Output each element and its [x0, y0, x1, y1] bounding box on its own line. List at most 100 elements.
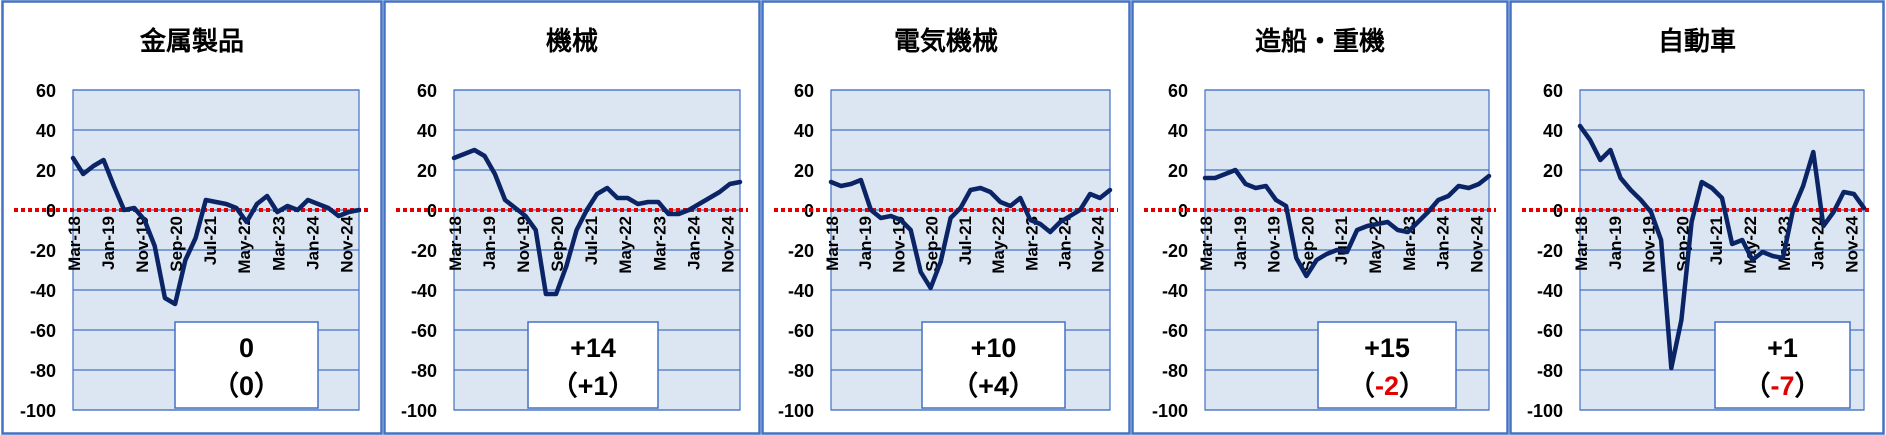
data-point [1098, 196, 1102, 200]
y-tick-label: 60 [1543, 81, 1563, 101]
data-point [122, 208, 126, 212]
data-point [183, 258, 187, 262]
data-point [1588, 138, 1592, 142]
data-point [472, 148, 476, 152]
data-point [337, 214, 341, 218]
data-point [687, 208, 691, 212]
y-tick-label: -100 [778, 401, 814, 421]
data-point [959, 206, 963, 210]
x-tick-label: Jul-21 [956, 216, 975, 265]
data-point [286, 204, 289, 208]
data-point [1416, 220, 1420, 224]
data-point [1345, 250, 1349, 254]
x-tick-label: Mar-18 [65, 216, 84, 271]
y-tick-label: -60 [30, 321, 56, 341]
data-point [1578, 124, 1582, 128]
data-point [585, 208, 589, 212]
y-tick-label: -20 [788, 241, 814, 261]
x-tick-label: Jan-24 [1434, 215, 1453, 269]
x-tick-label: May-22 [235, 216, 254, 274]
x-tick-label: May-22 [616, 216, 635, 274]
y-tick-label: -20 [1162, 241, 1188, 261]
data-point [1274, 198, 1278, 202]
x-tick-label: Sep-20 [923, 216, 942, 272]
data-point [899, 218, 903, 222]
y-tick-label: -20 [411, 241, 437, 261]
data-point [1669, 366, 1673, 370]
x-tick-label: Jul-21 [1707, 216, 1726, 265]
chart-panel: 電気機械 60 40 20 0 -20 -40 -60 -80 -100 Mar-18 Jan-19 N… [761, 0, 1131, 435]
y-tick-label: -40 [1162, 281, 1188, 301]
data-point [595, 192, 599, 196]
y-tick-label: -100 [1527, 401, 1563, 421]
x-tick-label: Mar-18 [446, 216, 465, 271]
annotation-value: +14 [570, 333, 616, 363]
x-tick-label: Mar-23 [650, 216, 669, 271]
data-point [564, 264, 568, 268]
y-tick-label: 40 [1543, 121, 1563, 141]
data-point [224, 202, 228, 206]
data-point [988, 190, 992, 194]
annotation-box [527, 321, 659, 409]
data-point [1436, 198, 1440, 202]
data-point [1842, 190, 1846, 194]
x-tick-label: Nov-19 [889, 216, 908, 273]
data-point [1639, 198, 1643, 202]
chart-title: 自動車 [1658, 26, 1736, 57]
data-point [1058, 220, 1062, 224]
data-point [1223, 172, 1227, 176]
annotation-box [1317, 321, 1457, 409]
data-point [296, 208, 300, 212]
annotation-box [921, 321, 1066, 409]
data-point [728, 182, 732, 186]
chart-title: 機械 [546, 27, 598, 57]
data-point [829, 180, 833, 184]
annotation-value: 0 [239, 333, 254, 363]
data-point [1244, 182, 1248, 186]
data-point [1008, 204, 1012, 208]
y-tick-label: -100 [401, 401, 437, 421]
data-point [452, 156, 456, 160]
data-point [493, 172, 497, 176]
x-tick-label: Jan-19 [99, 216, 118, 270]
data-point [163, 296, 167, 300]
data-point [554, 292, 558, 296]
data-point [1457, 184, 1461, 188]
annotation-change: （0） [212, 371, 281, 401]
x-tick-label: Jan-19 [856, 216, 875, 270]
x-tick-label: May-22 [1366, 216, 1385, 274]
data-point [214, 200, 218, 204]
x-tick-label: Nov-24 [718, 215, 737, 272]
chart-panel: 造船・重機6040200-20-40-60-80-100Mar-18Jan-19… [1131, 0, 1509, 435]
data-point [1649, 210, 1653, 214]
annotation-box [1714, 321, 1851, 409]
y-tick-label: -100 [1152, 401, 1188, 421]
y-tick-label: -40 [1537, 281, 1563, 301]
data-point [1740, 238, 1744, 242]
y-tick-label: 60 [417, 81, 437, 101]
data-point [1365, 224, 1369, 228]
data-point [859, 178, 863, 182]
data-point [636, 202, 640, 206]
x-tick-label: Jan-19 [1606, 216, 1625, 270]
data-point [849, 182, 853, 186]
y-tick-label: -80 [411, 361, 437, 381]
data-point [173, 302, 177, 306]
y-tick-label: -60 [411, 321, 437, 341]
x-tick-label: Mar-23 [1022, 216, 1041, 271]
x-tick-label: Sep-20 [167, 216, 186, 272]
data-point [513, 206, 517, 210]
data-point [347, 210, 351, 214]
y-tick-label: -80 [788, 361, 814, 381]
data-point [1801, 184, 1805, 188]
data-point [1690, 220, 1694, 224]
data-point [91, 164, 95, 168]
x-tick-label: Nov-19 [1265, 216, 1284, 273]
data-point [194, 236, 198, 240]
data-point [646, 200, 650, 204]
y-tick-label: -40 [30, 281, 56, 301]
data-point [919, 270, 923, 274]
x-tick-label: Jan-24 [1056, 215, 1075, 269]
y-tick-label: 60 [794, 81, 814, 101]
y-tick-label: 20 [1543, 161, 1563, 181]
